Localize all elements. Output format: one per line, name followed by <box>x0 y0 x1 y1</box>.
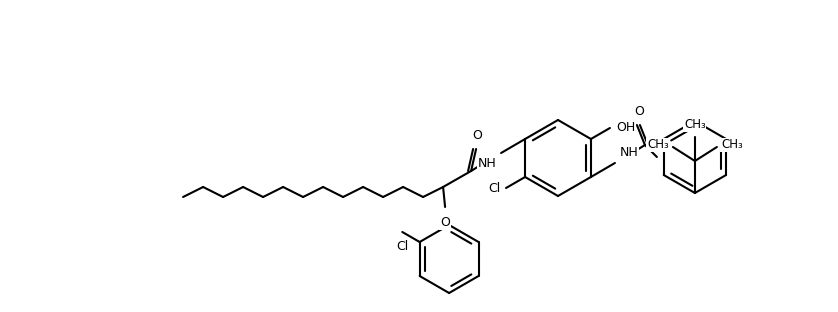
Text: O: O <box>440 216 450 229</box>
Text: NH: NH <box>620 146 639 159</box>
Text: CH₃: CH₃ <box>647 139 669 152</box>
Text: NH: NH <box>478 157 496 170</box>
Text: Cl: Cl <box>396 240 408 253</box>
Text: O: O <box>472 129 482 142</box>
Text: CH₃: CH₃ <box>684 118 706 131</box>
Text: CH₃: CH₃ <box>721 139 742 152</box>
Text: Cl: Cl <box>488 182 500 194</box>
Text: O: O <box>634 105 644 118</box>
Text: OH: OH <box>616 121 635 134</box>
